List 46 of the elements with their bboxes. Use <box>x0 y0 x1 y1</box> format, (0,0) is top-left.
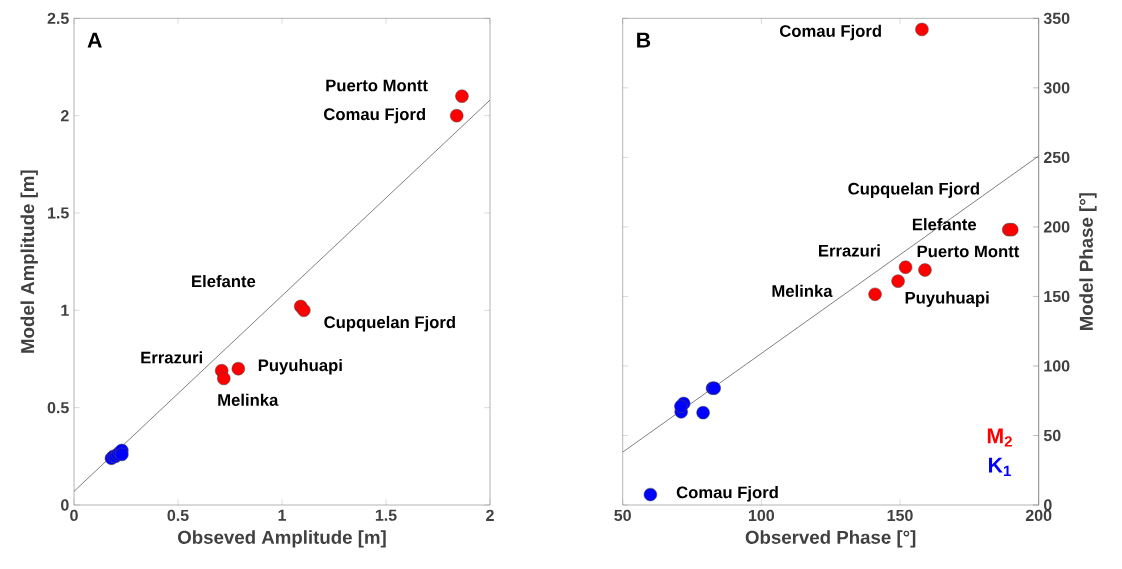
annotation: Errazuri <box>819 244 880 257</box>
x-tick-label: 0 <box>70 509 78 522</box>
annotation: Errazuri <box>141 351 202 364</box>
y2-tick-label: 100 <box>1044 360 1070 372</box>
y2-tick-label: 350 <box>1043 12 1070 25</box>
y-tick-label: 2.5 <box>47 12 69 24</box>
annotation: Puyuhuapi <box>258 358 342 375</box>
y2-tick-label: 300 <box>1043 82 1070 94</box>
x-tick-label: 50 <box>614 509 631 522</box>
annotation: Cupquelan Fjord <box>324 315 455 332</box>
annotation: Cupquelan Fjord <box>848 182 979 198</box>
text: K$_{1}$ <box>989 457 1011 476</box>
x-tick-label: 2 <box>486 509 494 521</box>
annotation: Puerto Montt <box>917 245 1020 258</box>
x-tick-label: 150 <box>887 509 913 522</box>
text: B <box>637 32 651 48</box>
y-tick-label: 2 <box>60 110 69 122</box>
x-tick-label: 1.5 <box>375 509 397 521</box>
y2-axis-title: Model Phase [°] <box>1079 193 1097 331</box>
y-tick-label: 0.5 <box>47 402 69 414</box>
text: M$_{2}$ <box>987 428 1012 447</box>
x-tick-label: 200 <box>1025 509 1052 522</box>
x-tick-label: 0.5 <box>167 509 189 522</box>
annotation: Puyuhuapi <box>905 291 989 307</box>
annotation: Elefante <box>192 274 256 288</box>
annotation: Comau Fjord <box>779 24 881 41</box>
y2-tick-label: 0 <box>1044 499 1052 511</box>
annotation: Comau Fjord <box>676 486 778 502</box>
y2-tick-label: 250 <box>1043 151 1070 164</box>
annotation: Melinka <box>772 284 833 297</box>
y-axis-title: Model Amplitude [m] <box>20 170 38 353</box>
y-tick-label: 1 <box>61 304 69 316</box>
x-tick-label: 1 <box>278 509 286 521</box>
annotation: Puerto Montt <box>326 79 428 92</box>
y-tick-label: 0 <box>61 499 69 511</box>
y2-tick-label: 150 <box>1044 290 1070 303</box>
x-axis-title: Observed Phase [°] <box>745 530 916 548</box>
text: A <box>87 32 102 48</box>
y2-tick-label: 200 <box>1043 221 1070 233</box>
x-axis-title: Obseved Amplitude [m] <box>178 530 386 548</box>
annotation: Melinka <box>218 393 279 406</box>
y-tick-label: 1.5 <box>48 207 69 219</box>
annotation: Elefante <box>912 218 977 231</box>
annotation: Comau Fjord <box>324 107 425 124</box>
y2-tick-label: 50 <box>1043 429 1061 442</box>
x-tick-label: 100 <box>748 509 775 522</box>
